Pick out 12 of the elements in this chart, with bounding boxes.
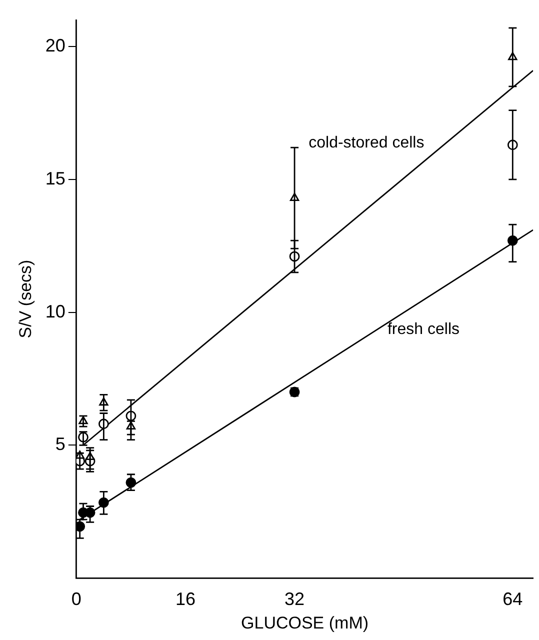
y-tick-label: 10 <box>45 301 66 322</box>
y-axis-title: S/V (secs) <box>16 260 35 338</box>
x-tick-label: 64 <box>502 588 523 609</box>
series-label: fresh cells <box>387 320 460 338</box>
y-tick-label: 20 <box>45 36 66 56</box>
series-label: cold-stored cells <box>308 134 424 152</box>
y-tick-label: 15 <box>45 168 66 188</box>
x-tick-label: 16 <box>175 588 196 609</box>
x-tick-label: 32 <box>284 588 305 609</box>
x-tick-label: 0 <box>71 588 82 609</box>
y-tick-label: 5 <box>55 434 66 454</box>
x-axis-title: GLUCOSE (mM) <box>241 613 369 632</box>
